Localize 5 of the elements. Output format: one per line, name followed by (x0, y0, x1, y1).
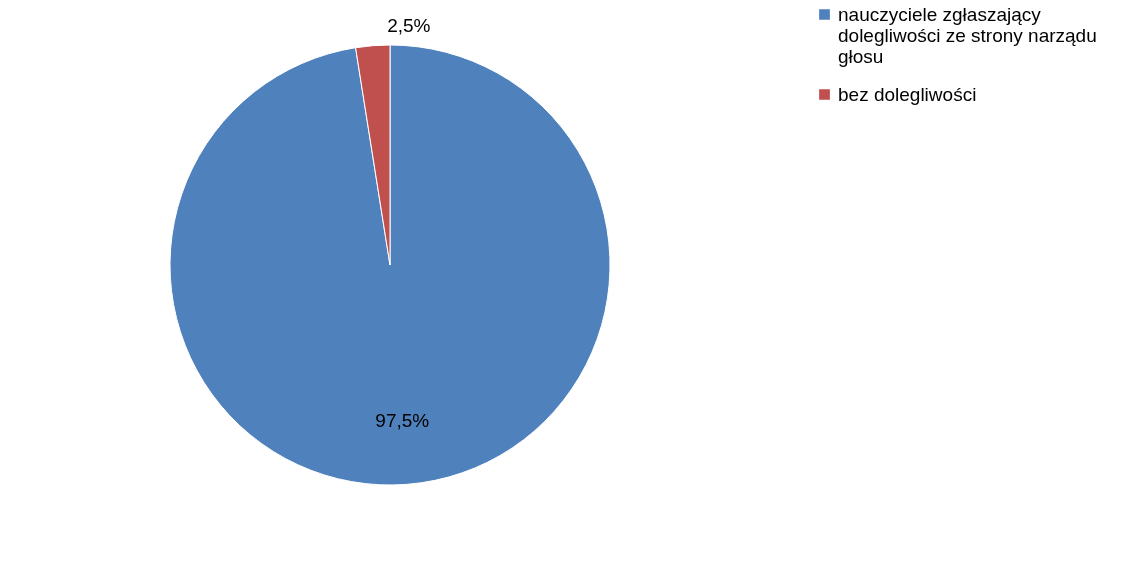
data-label: 2,5% (387, 14, 431, 36)
legend-label: nauczyciele zgłaszający dolegliwości ze strony narządu głosu (838, 3, 1097, 67)
legend-label: bez dolegliwości (838, 83, 977, 105)
data-label: 97,5% (375, 409, 430, 431)
pie-slice (169, 44, 611, 486)
